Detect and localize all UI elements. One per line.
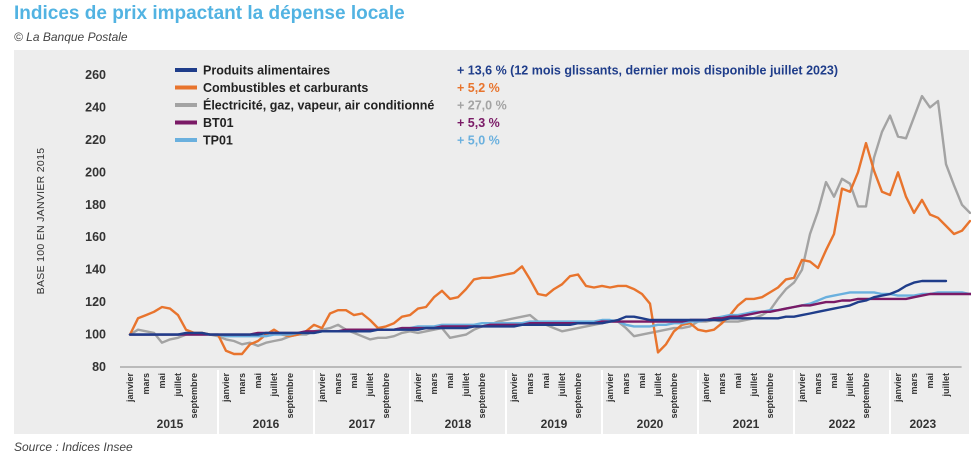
legend-note: + 27,0 %: [457, 99, 507, 113]
legend-entry: Combustibles et carburants: [203, 81, 368, 95]
x-tick-label: mai: [157, 373, 167, 389]
x-tick-label: janvier: [509, 373, 519, 404]
x-tick-label: juillet: [365, 373, 375, 398]
year-label: 2023: [909, 417, 936, 431]
y-tick-label: 180: [85, 198, 106, 212]
y-tick-label: 220: [85, 133, 106, 147]
year-label: 2021: [733, 417, 760, 431]
x-tick-label: septembre: [669, 373, 679, 419]
legend-entry: TP01: [203, 134, 233, 148]
x-tick-label: juillet: [653, 373, 663, 398]
x-tick-label: juillet: [173, 373, 183, 398]
year-label: 2016: [253, 417, 280, 431]
x-tick-label: mars: [717, 373, 727, 395]
x-tick-label: juillet: [749, 373, 759, 398]
x-tick-label: septembre: [189, 373, 199, 419]
x-tick-label: mars: [909, 373, 919, 395]
x-tick-label: juillet: [269, 373, 279, 398]
x-tick-label: septembre: [573, 373, 583, 419]
legend-note: + 13,6 % (12 mois glissants, dernier moi…: [457, 64, 838, 78]
x-tick-label: septembre: [765, 373, 775, 419]
x-tick-label: juillet: [461, 373, 471, 398]
y-tick-label: 80: [92, 360, 106, 374]
x-tick-label: janvier: [797, 373, 807, 404]
x-tick-label: mars: [237, 373, 247, 395]
year-label: 2022: [829, 417, 856, 431]
series-line: [128, 291, 971, 338]
x-tick-label: septembre: [285, 373, 295, 419]
x-tick-label: juillet: [845, 373, 855, 398]
x-tick-label: janvier: [893, 373, 903, 404]
x-tick-label: mai: [541, 373, 551, 389]
x-tick-label: mai: [925, 373, 935, 389]
legend-note: + 5,3 %: [457, 116, 500, 130]
legend-entry: Produits alimentaires: [203, 64, 330, 78]
year-label: 2017: [349, 417, 376, 431]
legend-entry: BT01: [203, 116, 234, 130]
chart-panel: [14, 50, 969, 434]
year-label: 2015: [157, 417, 184, 431]
y-tick-label: 100: [85, 328, 106, 342]
y-tick-label: 260: [85, 68, 106, 82]
x-tick-label: mars: [813, 373, 823, 395]
x-tick-label: janvier: [317, 373, 327, 404]
chart-series: [128, 94, 971, 356]
x-tick-label: mai: [733, 373, 743, 389]
x-tick-label: mai: [349, 373, 359, 389]
x-tick-label: mai: [637, 373, 647, 389]
x-tick-label: mai: [445, 373, 455, 389]
x-tick-label: septembre: [861, 373, 871, 419]
x-tick-label: janvier: [413, 373, 423, 404]
x-tick-label: mars: [429, 373, 439, 395]
x-tick-label: mars: [141, 373, 151, 395]
year-label: 2019: [541, 417, 568, 431]
x-tick-label: mars: [525, 373, 535, 395]
legend-note: + 5,2 %: [457, 81, 500, 95]
x-tick-label: juillet: [557, 373, 567, 398]
chart-axes: BASE 100 EN JANVIER 2015 80 100 120 140 160 18…: [35, 68, 962, 434]
y-axis-label: BASE 100 EN JANVIER 2015: [35, 148, 47, 295]
series-line: [128, 94, 971, 348]
x-tick-label: mai: [253, 373, 263, 389]
y-tick-label: 160: [85, 230, 106, 244]
chart-legend: Produits alimentaires + 13,6 % (12 mois g…: [175, 64, 838, 148]
x-tick-label: mars: [333, 373, 343, 395]
y-tick-label: 240: [85, 100, 106, 114]
y-tick-label: 140: [85, 263, 106, 277]
year-label: 2020: [637, 417, 664, 431]
x-tick-label: janvier: [221, 373, 231, 404]
x-tick-label: janvier: [125, 373, 135, 404]
x-tick-label: septembre: [477, 373, 487, 419]
series-line: [128, 292, 971, 336]
x-tick-label: janvier: [701, 373, 711, 404]
legend-note: + 5,0 %: [457, 134, 500, 148]
y-tick-label: 200: [85, 165, 106, 179]
x-tick-label: mars: [621, 373, 631, 395]
x-tick-label: janvier: [605, 373, 615, 404]
x-tick-label: septembre: [381, 373, 391, 419]
copyright: © La Banque Postale: [14, 30, 128, 44]
x-tick-label: mai: [829, 373, 839, 389]
y-tick-label: 120: [85, 295, 106, 309]
legend-entry: Électricité, gaz, vapeur, air conditionn…: [203, 98, 434, 113]
x-tick-label: juillet: [941, 373, 951, 398]
source-note: Source : Indices Insee: [14, 440, 133, 454]
series-line: [128, 279, 948, 336]
page-title: Indices de prix impactant la dépense loc…: [14, 3, 405, 24]
year-label: 2018: [445, 417, 472, 431]
